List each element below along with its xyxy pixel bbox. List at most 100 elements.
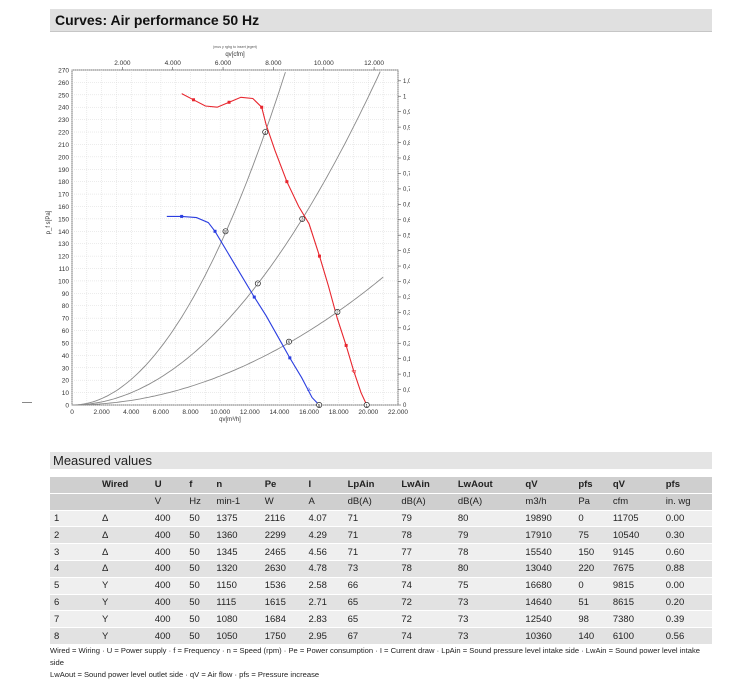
table-cell: 72 bbox=[397, 610, 454, 629]
table-cell: 150 bbox=[574, 543, 609, 561]
table-cell: 9815 bbox=[608, 577, 662, 595]
delta-curve-marker bbox=[227, 100, 231, 104]
top-tick-label: 8.000 bbox=[265, 60, 282, 67]
operating-point-label: 4 bbox=[264, 130, 267, 135]
table-cell: 10360 bbox=[521, 627, 575, 645]
table-cell: 77 bbox=[397, 543, 454, 561]
y-tick-label: 40 bbox=[62, 353, 70, 360]
y2-tick-label: 0,15 bbox=[403, 357, 410, 363]
delta-curve-marker bbox=[317, 254, 321, 258]
delta-curve-marker bbox=[260, 105, 264, 109]
table-cell: 79 bbox=[397, 510, 454, 528]
y2-tick-label: 0,25 bbox=[403, 326, 410, 332]
table-cell: 2630 bbox=[260, 560, 305, 578]
y-tick-label: 260 bbox=[58, 80, 69, 87]
table-cell: Pe bbox=[260, 477, 305, 494]
table-cell: 0.88 bbox=[661, 560, 712, 578]
table-cell: 50 bbox=[185, 610, 213, 629]
plot-area bbox=[71, 69, 399, 406]
delta-curve-marker bbox=[344, 343, 348, 347]
operating-point bbox=[363, 402, 370, 408]
table-cell: 0 bbox=[574, 510, 609, 528]
table-cell: 80 bbox=[453, 510, 522, 528]
system-curve-3 bbox=[72, 276, 384, 406]
operating-point bbox=[285, 338, 292, 345]
y-tick-label: 110 bbox=[59, 266, 70, 273]
y2-tick-label: 0,85 bbox=[403, 141, 410, 147]
table-cell: Hz bbox=[185, 493, 213, 511]
y-tick-label: 170 bbox=[58, 192, 69, 199]
operating-point bbox=[299, 215, 306, 222]
table-cell: 13040 bbox=[521, 560, 575, 578]
table-cell: m3/h bbox=[521, 493, 575, 511]
table-cell bbox=[50, 477, 98, 494]
table-cell: dB(A) bbox=[453, 493, 522, 511]
operating-point bbox=[316, 402, 323, 408]
y-curve-line bbox=[166, 215, 320, 406]
table-cell: 0.39 bbox=[661, 610, 712, 629]
table-cell: 75 bbox=[453, 577, 522, 595]
x-tick-label: 20.000 bbox=[358, 409, 378, 416]
table-cell: 4.78 bbox=[304, 560, 344, 578]
delta-curve-label: Δ bbox=[351, 369, 358, 375]
table-cell: 71 bbox=[343, 543, 398, 561]
table-cell: 1080 bbox=[212, 610, 261, 629]
y2-tick-label: 0,35 bbox=[403, 295, 410, 301]
table-cell: 1360 bbox=[212, 526, 261, 545]
table-cell: 71 bbox=[343, 510, 398, 528]
table-cell: 50 bbox=[185, 526, 213, 545]
chart-labels: 0102030405060708090100110120130140150160… bbox=[46, 45, 410, 423]
y-tick-label: 200 bbox=[58, 154, 69, 161]
table-cell: 6 bbox=[50, 594, 98, 612]
table-cell: 2116 bbox=[260, 510, 305, 528]
table-cell: 71 bbox=[343, 526, 398, 545]
x-tick-label: 0 bbox=[70, 409, 74, 416]
x-axis-title: qv[m³/h] bbox=[219, 417, 241, 423]
chart-curves bbox=[71, 71, 384, 408]
table-cell: 1320 bbox=[212, 560, 261, 578]
y2-tick-label: 0,7 bbox=[403, 187, 410, 193]
table-cell: 67 bbox=[343, 627, 398, 645]
table-footnote: Wired = Wiring · U = Power supply · f = … bbox=[50, 645, 715, 681]
y2-tick-label: 0,55 bbox=[403, 233, 410, 239]
x-tick-label: 22.000 bbox=[388, 409, 408, 416]
y-tick-label: 30 bbox=[62, 365, 70, 372]
table-row: 7 Y 400 50 1080 1684 2.83 65 72 73 12540 98 7380 0.39 bbox=[50, 610, 712, 629]
table-cell: 73 bbox=[453, 627, 522, 645]
table-cell: 78 bbox=[453, 543, 522, 561]
top-axis-label: qv[cfm] bbox=[225, 52, 245, 58]
delta-curve-marker bbox=[192, 98, 196, 102]
table-cell: 74 bbox=[397, 577, 454, 595]
table-cell: 400 bbox=[150, 610, 186, 629]
y2-tick-label: 0,5 bbox=[403, 249, 410, 255]
top-tick-label: 10.000 bbox=[314, 60, 334, 67]
table-cell: 400 bbox=[150, 577, 186, 595]
table-cell: 79 bbox=[453, 526, 522, 545]
system-curve-1 bbox=[71, 71, 286, 406]
table-cell: A bbox=[304, 493, 344, 511]
table-cell: qV bbox=[521, 477, 575, 494]
table-cell: 2.95 bbox=[304, 627, 344, 645]
table-cell: 5 bbox=[50, 577, 98, 595]
y2-tick-label: 0,9 bbox=[403, 125, 410, 131]
table-cell: V bbox=[150, 493, 186, 511]
table-cell: qV bbox=[608, 477, 662, 494]
operating-point bbox=[262, 129, 269, 135]
table-cell: Wired bbox=[98, 477, 151, 494]
table-cell: 400 bbox=[150, 543, 186, 561]
table-cell: 17910 bbox=[521, 526, 575, 545]
chart-grid bbox=[71, 69, 399, 406]
table-cell: 1115 bbox=[212, 594, 261, 612]
table-cell: 14640 bbox=[521, 594, 575, 612]
table-cell: 1684 bbox=[260, 610, 305, 629]
margin-mark bbox=[22, 402, 32, 403]
operating-point-label: 6 bbox=[288, 340, 291, 345]
operating-point bbox=[334, 308, 341, 315]
x-tick-label: 10.000 bbox=[210, 409, 230, 416]
table-cell: Δ bbox=[98, 560, 151, 578]
table-cell: 50 bbox=[185, 577, 213, 595]
table-cell: 0.20 bbox=[661, 594, 712, 612]
table-row: 4 Δ 400 50 1320 2630 4.78 73 78 80 13040 220 7675 0.8… bbox=[50, 560, 712, 578]
measured-values-header: Measured values bbox=[50, 452, 712, 469]
